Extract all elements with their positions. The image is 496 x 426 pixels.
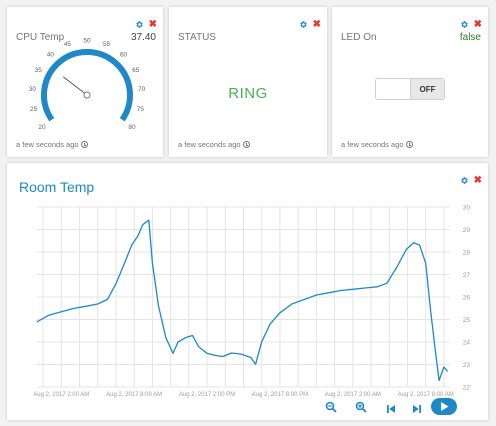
gauge-tick-label: 30 <box>29 86 37 93</box>
cpu-temp-updated: a few seconds ago <box>16 140 79 149</box>
status-value: RING <box>228 85 268 102</box>
gauge-tick-label: 55 <box>103 41 111 48</box>
status-widget: ✖ STATUS RING a few seconds ago <box>169 7 327 157</box>
x-tick-label: Aug 2, 2017 2:00 AM <box>325 392 381 398</box>
y-tick-label: 22 <box>463 385 471 392</box>
cpu-temp-footer: a few seconds ago <box>16 140 88 149</box>
cpu-temp-actions: ✖ <box>135 19 157 30</box>
status-title: STATUS <box>178 32 216 43</box>
skip-next-icon[interactable] <box>412 401 422 419</box>
gauge-tick-label: 60 <box>120 51 128 58</box>
led-updated: a few seconds ago <box>341 140 404 149</box>
y-tick-label: 23 <box>463 362 471 369</box>
x-tick-label: Aug 2, 2017 8:00 PM <box>252 392 308 398</box>
gauge-hub <box>83 91 91 99</box>
status-actions: ✖ <box>299 19 321 30</box>
gauge-tick-label: 70 <box>138 86 146 93</box>
led-value: false <box>459 32 481 43</box>
gauge-tick-label: 65 <box>132 67 140 74</box>
zoom-in-icon[interactable] <box>355 400 367 418</box>
clock-icon <box>242 141 250 148</box>
gauge-tick-label: 80 <box>128 124 136 131</box>
gear-icon[interactable] <box>460 20 469 29</box>
clock-icon <box>80 141 88 148</box>
x-tick-label: Aug 2, 2017 2:00 AM <box>33 392 89 398</box>
gauge-tick-label: 45 <box>64 41 72 48</box>
y-tick-label: 26 <box>463 295 471 302</box>
y-tick-label: 28 <box>463 250 471 257</box>
room-temp-chart[interactable]: 22 23 24 25 26 27 28 29 30 Aug 2, 2017 2:00 AM Aug… <box>7 199 488 409</box>
close-icon[interactable]: ✖ <box>473 175 482 186</box>
series-line <box>36 219 449 382</box>
play-button[interactable] <box>431 398 457 420</box>
cpu-temp-widget: ✖ CPU Temp 37.40 20 25 30 35 40 45 50 55 60 65 70 7… <box>7 7 163 157</box>
gauge-tick-label: 35 <box>35 67 43 74</box>
gear-icon[interactable] <box>135 20 144 29</box>
gauge-tick-label: 75 <box>137 106 145 113</box>
x-tick-label: Aug 2, 2017 8:00 AM <box>106 392 162 398</box>
zoom-out-icon[interactable] <box>325 400 337 418</box>
skip-previous-icon[interactable] <box>386 401 396 419</box>
gauge-tick-label: 40 <box>47 51 55 58</box>
cpu-temp-gauge: 20 25 30 35 40 45 50 55 60 65 70 75 80 <box>29 38 146 132</box>
x-tick-label: Aug 2, 2017 8:00 AM <box>398 392 454 398</box>
gauge-tick-label: 25 <box>30 106 38 113</box>
led-footer: a few seconds ago <box>341 140 413 149</box>
y-tick-label: 27 <box>463 272 471 279</box>
room-temp-widget: ✖ Room Temp 22 23 24 25 26 27 28 29 30 Aug 2, 201… <box>7 163 488 420</box>
y-tick-label: 30 <box>463 205 471 212</box>
led-toggle-label: OFF <box>410 79 444 99</box>
led-toggle[interactable]: OFF <box>375 78 445 100</box>
led-title: LED On <box>341 32 377 43</box>
gear-icon[interactable] <box>299 20 308 29</box>
status-updated: a few seconds ago <box>178 140 241 149</box>
y-tick-label: 29 <box>463 227 471 234</box>
close-icon[interactable]: ✖ <box>312 19 321 30</box>
x-tick-label: Aug 2, 2017 2:00 PM <box>179 392 235 398</box>
y-tick-label: 24 <box>463 340 471 347</box>
play-icon <box>441 402 449 411</box>
room-temp-actions: ✖ <box>460 175 482 186</box>
gauge-tick-label: 50 <box>83 38 91 45</box>
gauge-tick-label: 20 <box>38 124 46 131</box>
status-footer: a few seconds ago <box>178 140 250 149</box>
cpu-temp-value: 37.40 <box>130 32 156 43</box>
y-tick-label: 25 <box>463 317 471 324</box>
clock-icon <box>405 141 413 148</box>
close-icon[interactable]: ✖ <box>473 19 482 30</box>
gauge-needle <box>62 76 88 96</box>
cpu-temp-title: CPU Temp <box>16 32 65 43</box>
room-temp-title: Room Temp <box>19 179 95 195</box>
led-widget: ✖ LED On false OFF a few seconds ago <box>332 7 488 157</box>
close-icon[interactable]: ✖ <box>148 19 157 30</box>
led-actions: ✖ <box>460 19 482 30</box>
gear-icon[interactable] <box>460 176 469 185</box>
gauge-arc <box>41 49 133 122</box>
